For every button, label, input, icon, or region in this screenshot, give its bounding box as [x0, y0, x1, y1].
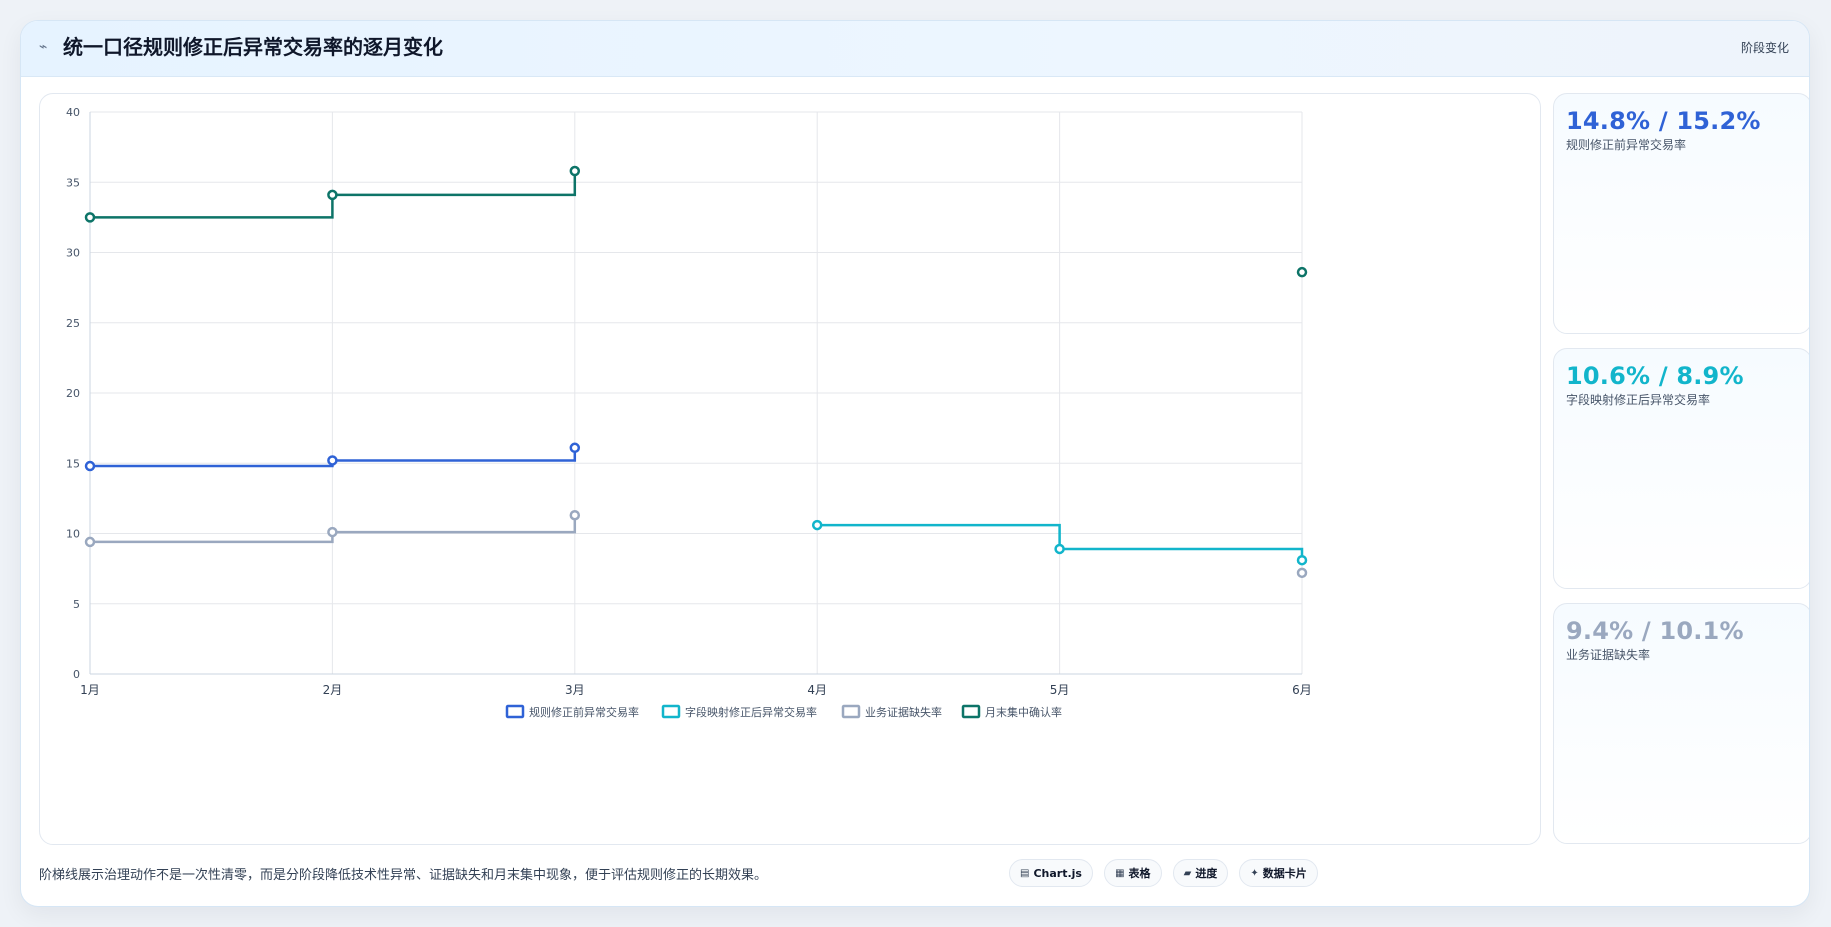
stat-value: 14.8% / 15.2% — [1566, 107, 1761, 135]
x-tick-label: 6月 — [1292, 683, 1312, 697]
stat-label: 规则修正前异常交易率 — [1566, 138, 1687, 152]
data-point — [84, 536, 96, 548]
y-tick-label: 30 — [66, 247, 80, 260]
line-chart-icon: ⌁ — [39, 39, 48, 55]
pill-table[interactable]: ▦ 表格 — [1104, 859, 1162, 887]
progress-icon: ▰ — [1183, 867, 1192, 879]
data-point — [569, 442, 581, 454]
x-tick-label: 3月 — [565, 683, 585, 697]
stat-value: 9.4% / 10.1% — [1566, 617, 1744, 645]
legend-label: 规则修正前异常交易率 — [529, 705, 639, 719]
data-point — [1296, 554, 1308, 566]
legend-swatch — [505, 704, 525, 719]
y-tick-label: 15 — [66, 457, 80, 470]
pill-label: 进度 — [1195, 867, 1218, 880]
card-header: ⌁ 统一口径规则修正后异常交易率的逐月变化 阶段变化 — [21, 21, 1809, 77]
pill-chartjs[interactable]: ▤ Chart.js — [1009, 859, 1093, 887]
view-switcher: ▤ Chart.js ▦ 表格 ▰ 进度 ✦ 数据卡片 — [1009, 859, 1324, 887]
data-point — [569, 509, 581, 521]
stat-label: 字段映射修正后异常交易率 — [1566, 393, 1711, 407]
legend-swatch — [661, 704, 681, 719]
y-tick-label: 0 — [73, 668, 80, 681]
data-point — [327, 526, 338, 538]
stat-label: 业务证据缺失率 — [1566, 648, 1651, 662]
legend-swatch — [841, 704, 861, 719]
page-title: 统一口径规则修正后异常交易率的逐月变化 — [63, 35, 443, 59]
pill-label: Chart.js — [1033, 866, 1082, 880]
data-point — [569, 165, 581, 177]
legend-label: 字段映射修正后异常交易率 — [685, 705, 817, 719]
x-tick-label: 5月 — [1050, 683, 1070, 697]
legend-label: 业务证据缺失率 — [865, 705, 942, 719]
data-point — [1296, 567, 1308, 579]
pill-progress[interactable]: ▰ 进度 — [1172, 859, 1229, 887]
stat-card-pre-fix: 14.8% / 15.2% 规则修正前异常交易率 — [1553, 93, 1809, 334]
x-tick-label: 4月 — [807, 683, 827, 697]
y-tick-label: 10 — [66, 528, 80, 541]
x-tick-label: 1月 — [80, 683, 100, 697]
data-point — [327, 455, 338, 466]
y-tick-label: 5 — [73, 598, 80, 611]
data-point — [1054, 543, 1065, 555]
data-point — [84, 212, 96, 223]
pill-data-card[interactable]: ✦ 数据卡片 — [1239, 859, 1318, 887]
stat-card-evidence-missing: 9.4% / 10.1% 业务证据缺失率 — [1553, 603, 1809, 844]
y-tick-label: 20 — [66, 387, 80, 400]
stage-change-label[interactable]: 阶段变化 — [1740, 41, 1789, 55]
stat-card-post-fix: 10.6% / 8.9% 字段映射修正后异常交易率 — [1553, 348, 1809, 589]
data-card-icon: ✦ — [1250, 867, 1259, 879]
data-point — [811, 519, 823, 531]
stats-column: 14.8% / 15.2% 规则修正前异常交易率 10.6% / 8.9% 字段… — [1553, 93, 1809, 845]
y-tick-label: 40 — [66, 106, 80, 119]
data-point — [84, 460, 96, 472]
legend-swatch — [961, 704, 981, 719]
pill-label: 数据卡片 — [1262, 867, 1307, 880]
data-point — [327, 189, 338, 201]
y-tick-label: 35 — [66, 176, 80, 189]
stat-value: 10.6% / 8.9% — [1566, 362, 1744, 390]
table-icon: ▦ — [1115, 867, 1125, 879]
data-point — [1296, 266, 1308, 278]
y-tick-label: 25 — [66, 317, 80, 330]
x-tick-label: 2月 — [323, 683, 343, 697]
chart-panel: 0 5 10 15 20 25 30 35 40 1月 2月 3月 4月 5月 6月规则修正前异常交易率 字段… — [39, 93, 1541, 845]
pill-label: 表格 — [1128, 867, 1151, 880]
legend-label: 月末集中确认率 — [985, 705, 1062, 719]
chart-card: ⌁ 统一口径规则修正后异常交易率的逐月变化 阶段变化 0 5 10 15 20 25 30 3… — [20, 20, 1810, 907]
footer-note: 阶梯线展示治理动作不是一次性清零，而是分阶段降低技术性异常、证据缺失和月末集中现… — [39, 868, 768, 883]
chart-icon: ▤ — [1020, 867, 1030, 879]
